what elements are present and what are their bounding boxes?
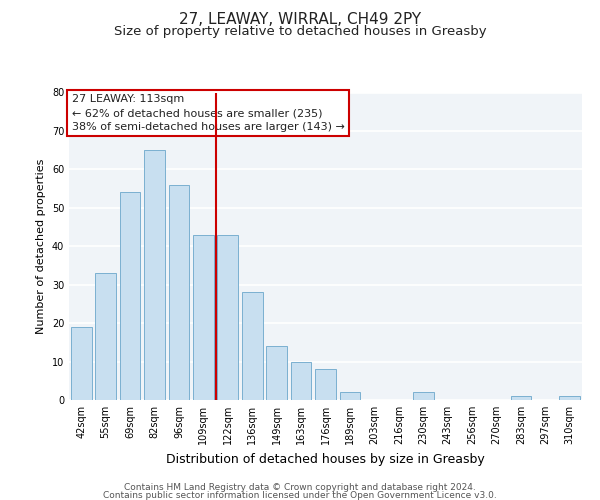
Bar	[119, 192, 140, 400]
Bar	[169, 184, 190, 400]
X-axis label: Distribution of detached houses by size in Greasby: Distribution of detached houses by size …	[166, 452, 485, 466]
Text: 27 LEAWAY: 113sqm
← 62% of detached houses are smaller (235)
38% of semi-detache: 27 LEAWAY: 113sqm ← 62% of detached hous…	[71, 94, 344, 132]
Bar	[217, 234, 238, 400]
Bar	[242, 292, 263, 400]
Bar	[71, 327, 92, 400]
Bar	[266, 346, 287, 400]
Y-axis label: Number of detached properties: Number of detached properties	[36, 158, 46, 334]
Bar	[144, 150, 165, 400]
Bar	[193, 234, 214, 400]
Text: 27, LEAWAY, WIRRAL, CH49 2PY: 27, LEAWAY, WIRRAL, CH49 2PY	[179, 12, 421, 28]
Bar	[511, 396, 532, 400]
Bar	[315, 369, 336, 400]
Text: Size of property relative to detached houses in Greasby: Size of property relative to detached ho…	[113, 25, 487, 38]
Text: Contains HM Land Registry data © Crown copyright and database right 2024.: Contains HM Land Registry data © Crown c…	[124, 484, 476, 492]
Bar	[340, 392, 361, 400]
Bar	[559, 396, 580, 400]
Bar	[95, 273, 116, 400]
Bar	[290, 362, 311, 400]
Bar	[413, 392, 434, 400]
Text: Contains public sector information licensed under the Open Government Licence v3: Contains public sector information licen…	[103, 491, 497, 500]
